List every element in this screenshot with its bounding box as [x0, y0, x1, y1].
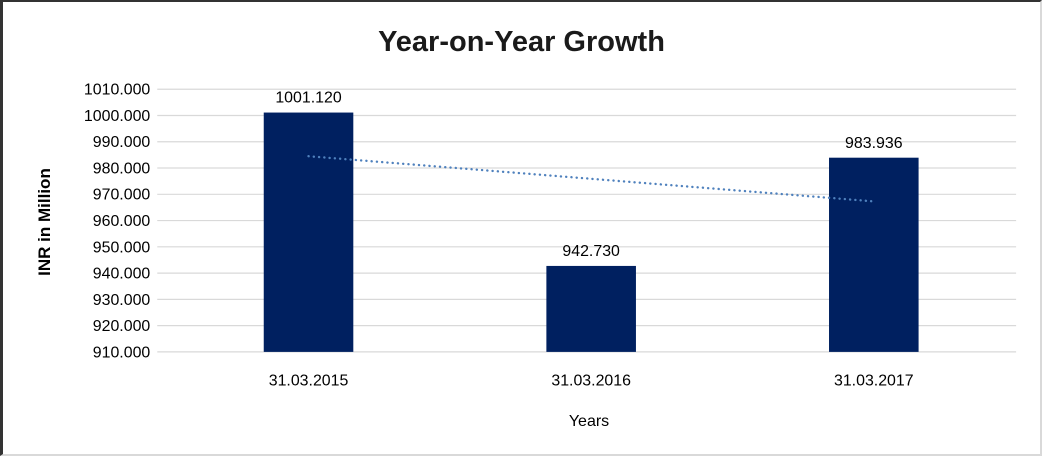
- y-tick-label: 910.000: [93, 344, 151, 361]
- trendline: [307, 155, 875, 203]
- plot-area: 910.000 920.000 930.000 940.000 950.000 960.0…: [84, 82, 1017, 390]
- y-tick-label: 990.000: [93, 134, 151, 151]
- y-tick-label: 1010.000: [84, 82, 151, 99]
- y-tick-label: 940.000: [93, 266, 151, 283]
- chart-title: Year-on-Year Growth: [378, 26, 665, 58]
- y-tick-label: 1000.000: [84, 108, 151, 125]
- x-tick-label: 31.03.2017: [834, 373, 914, 390]
- bar-value-label: 983.936: [845, 135, 903, 152]
- bar-value-label: 942.730: [562, 243, 620, 260]
- bar-value-label: 1001.120: [275, 90, 342, 107]
- bar-0: [263, 112, 354, 352]
- bar-1: [546, 265, 636, 352]
- x-tick-label: 31.03.2016: [551, 373, 631, 390]
- y-tick-label: 980.000: [93, 161, 151, 178]
- x-tick-label: 31.03.2015: [269, 373, 349, 390]
- y-tick-label: 950.000: [93, 239, 151, 256]
- bar-2: [829, 157, 919, 352]
- y-tick-label: 930.000: [93, 292, 151, 309]
- x-axis-title: Years: [568, 413, 610, 430]
- y-tick-label: 970.000: [93, 187, 151, 204]
- y-tick-label: 920.000: [93, 318, 151, 335]
- y-tick-label: 960.000: [93, 213, 151, 230]
